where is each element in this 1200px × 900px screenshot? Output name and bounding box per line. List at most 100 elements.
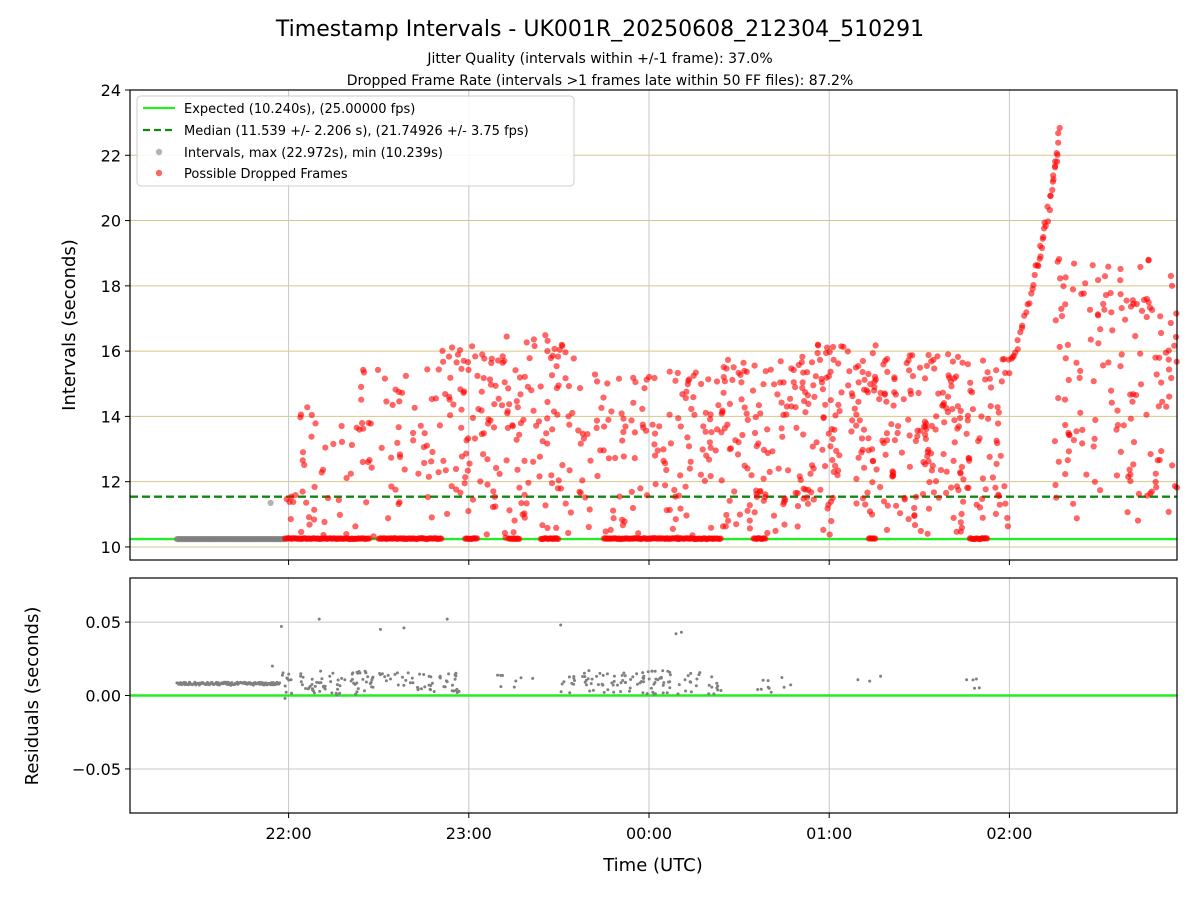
dropped-frame-point — [997, 452, 1004, 459]
dropped-frame-point — [593, 417, 601, 424]
dropped-frame-point — [544, 440, 551, 447]
dropped-frame-point — [1143, 295, 1150, 303]
dropped-frame-point — [1147, 451, 1154, 458]
residual-point — [329, 680, 333, 684]
dropped-frame-point — [1019, 322, 1026, 329]
dropped-frame-point — [352, 523, 359, 530]
dropped-frame-point — [799, 379, 806, 386]
dropped-frame-point — [794, 523, 801, 530]
dropped-frame-point — [723, 511, 730, 519]
residuals-y-axis-label: Residuals (seconds) — [22, 607, 43, 786]
dropped-frame-point — [498, 402, 506, 409]
dropped-frame-point — [1050, 172, 1057, 179]
dropped-frame-point — [1100, 362, 1107, 369]
residual-point — [452, 689, 456, 693]
residual-point — [300, 683, 304, 687]
intervals-y-tick-label: 22 — [101, 146, 121, 165]
residual-point — [587, 669, 591, 673]
dropped-frame-point — [985, 415, 992, 422]
residual-point — [335, 693, 339, 697]
dropped-frame-point — [1143, 314, 1150, 321]
dropped-frame-point — [484, 481, 491, 488]
dropped-frame-point — [876, 396, 883, 403]
residual-point — [320, 677, 324, 681]
dropped-frame-point — [1064, 457, 1071, 464]
dropped-frame-point — [790, 379, 797, 386]
dropped-frame-point — [703, 452, 710, 459]
dropped-frame-point — [1163, 403, 1170, 410]
dropped-frame-point — [486, 376, 494, 383]
dropped-frame-point — [1105, 263, 1112, 270]
dropped-frame-point — [827, 443, 834, 450]
dropped-frame-point — [994, 440, 1001, 447]
dropped-frame-point — [856, 417, 863, 424]
dropped-frame-point — [504, 424, 511, 431]
residual-point — [363, 689, 366, 693]
residual-point — [612, 690, 616, 694]
dropped-frame-point — [1094, 311, 1101, 318]
residual-point — [427, 674, 431, 678]
dropped-frame-point — [675, 415, 682, 422]
dropped-frame-point — [549, 426, 556, 433]
dropped-frame-point — [462, 474, 469, 481]
dropped-frame-point — [731, 488, 738, 495]
dropped-frame-point — [582, 494, 589, 501]
dropped-frame-point — [851, 405, 858, 412]
dropped-frame-point — [744, 416, 751, 423]
dropped-frame-point — [490, 424, 498, 431]
dropped-frame-point — [480, 375, 487, 382]
dropped-frame-point — [808, 359, 816, 366]
dropped-frame-point — [306, 521, 313, 528]
residual-point — [689, 671, 693, 675]
dropped-frame-point — [836, 408, 843, 415]
dropped-frame-point — [548, 472, 555, 479]
dropped-frame-point — [449, 344, 456, 351]
dropped-frame-point — [869, 479, 876, 486]
dropped-frame-point — [816, 356, 824, 363]
dropped-frame-point — [1076, 374, 1083, 381]
dropped-frame-point — [788, 403, 795, 410]
legend-box — [136, 95, 575, 187]
dropped-frame-point — [421, 459, 428, 467]
dropped-frame-point — [911, 512, 918, 519]
dropped-frame-point — [435, 366, 442, 373]
dropped-frame-point — [1091, 478, 1098, 485]
dropped-frame-point — [311, 506, 318, 513]
residual-point — [629, 678, 633, 681]
dropped-frame-point — [743, 368, 750, 375]
dropped-frame-point — [949, 358, 957, 365]
dropped-frame-point — [965, 455, 972, 462]
dropped-frame-point — [1061, 396, 1069, 403]
dropped-frame-point — [911, 522, 919, 529]
dropped-frame-point — [643, 492, 651, 499]
residual-point — [280, 673, 284, 677]
dropped-frame-point — [516, 484, 523, 491]
dropped-frame-point — [1162, 349, 1169, 356]
dropped-frame-point — [775, 465, 782, 472]
dropped-frame-point — [580, 435, 588, 442]
residual-point — [635, 672, 639, 676]
dropped-frame-point — [509, 422, 516, 429]
dropped-frame-point — [374, 366, 382, 373]
dropped-frame-point — [392, 386, 399, 393]
dropped-frame-point — [790, 366, 797, 374]
dropped-frame-point — [347, 470, 354, 477]
dropped-frame-point — [897, 510, 904, 517]
dropped-frame-point — [652, 452, 659, 459]
dropped-frame-point — [469, 496, 477, 503]
dropped-frame-point — [861, 376, 868, 383]
dropped-frame-point — [1052, 317, 1059, 324]
residual-point — [299, 680, 303, 684]
dropped-frame-point — [544, 398, 551, 406]
residual-point — [408, 681, 412, 685]
dropped-frame-point — [953, 528, 960, 535]
dropped-frame-point — [785, 467, 792, 474]
dropped-frame-point — [1079, 440, 1086, 447]
dropped-frame-point — [920, 459, 927, 466]
dropped-frame-point — [921, 375, 929, 382]
dropped-frame-point — [794, 503, 802, 510]
dropped-frame-point — [748, 472, 755, 479]
dropped-frame-point — [833, 447, 840, 454]
dropped-frame-point — [1038, 244, 1046, 252]
dropped-frame-point — [829, 457, 836, 464]
